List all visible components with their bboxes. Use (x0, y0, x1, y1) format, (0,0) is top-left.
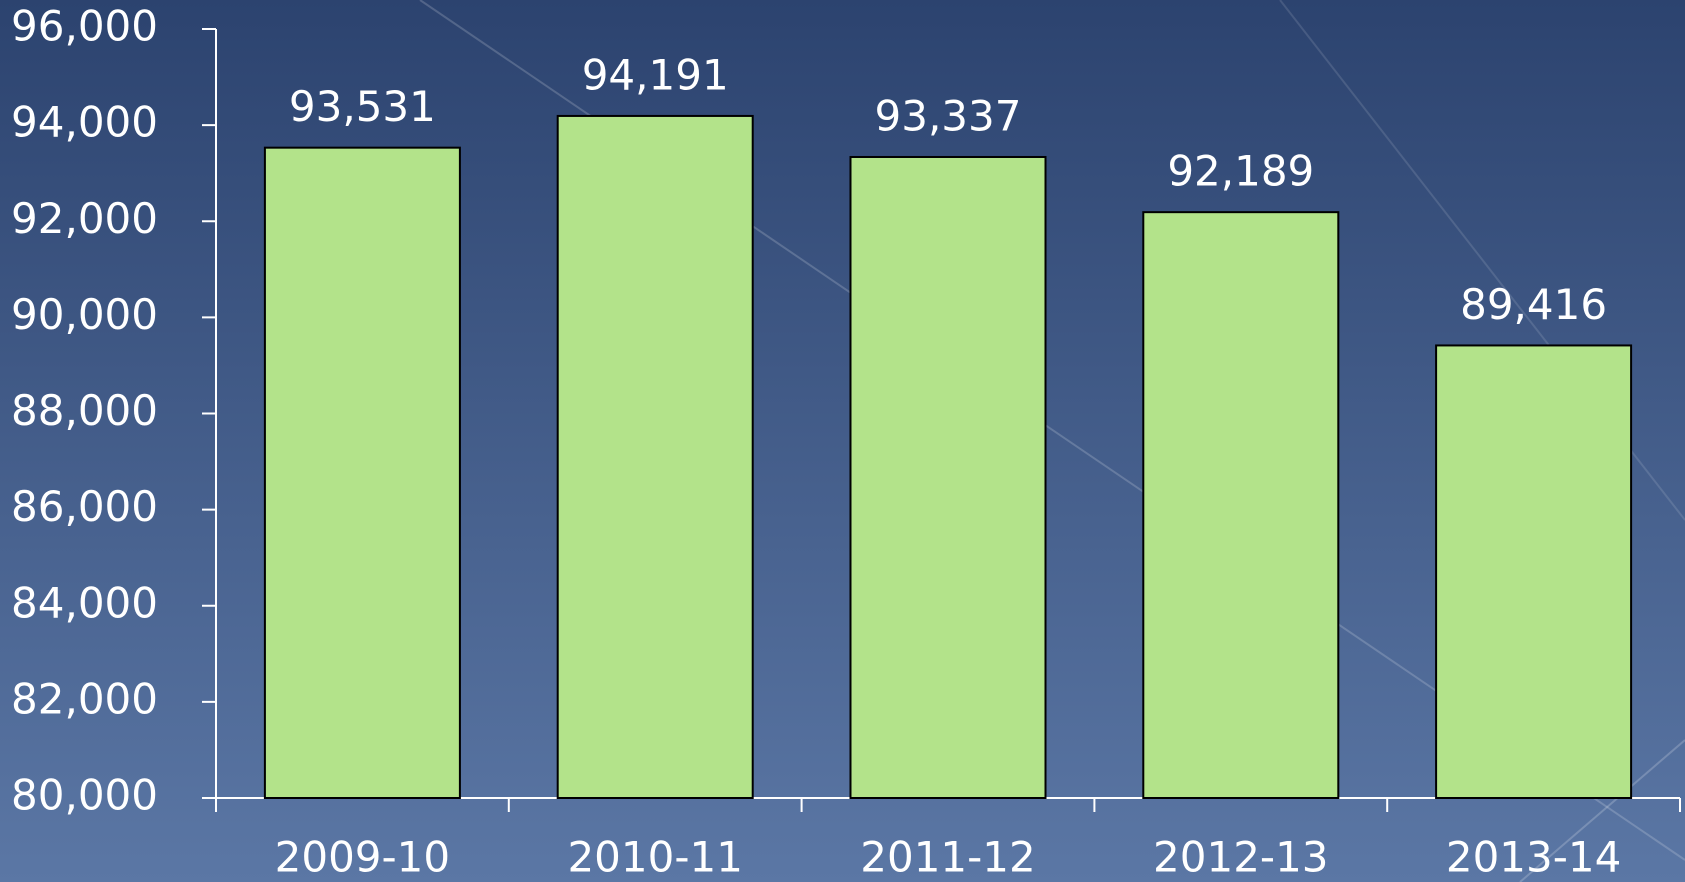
bar (1435, 344, 1633, 799)
y-tick-label: 82,000 (11, 674, 158, 723)
x-tick-label: 2012-13 (1153, 833, 1329, 882)
y-tick-label: 86,000 (11, 482, 158, 531)
bar (1142, 211, 1340, 799)
data-label: 93,337 (875, 91, 1022, 140)
bar (556, 114, 754, 799)
y-tick-label: 90,000 (11, 290, 158, 339)
bar (263, 146, 461, 799)
x-tick-label: 2011-12 (860, 833, 1036, 882)
data-label: 94,191 (582, 50, 729, 99)
y-tick-label: 80,000 (11, 771, 158, 820)
y-tick-label: 96,000 (11, 2, 158, 51)
x-tick-label: 2013-14 (1446, 833, 1622, 882)
y-tick-label: 84,000 (11, 578, 158, 627)
x-tick-label: 2010-11 (567, 833, 743, 882)
data-label: 93,531 (289, 82, 436, 131)
y-tick-label: 92,000 (11, 194, 158, 243)
x-tick-label: 2009-10 (275, 833, 451, 882)
y-tick-label: 94,000 (11, 98, 158, 147)
data-label: 89,416 (1460, 280, 1607, 329)
bar (849, 155, 1047, 800)
y-tick-label: 88,000 (11, 386, 158, 435)
decor-line (1519, 739, 1685, 882)
data-label: 92,189 (1167, 147, 1314, 196)
